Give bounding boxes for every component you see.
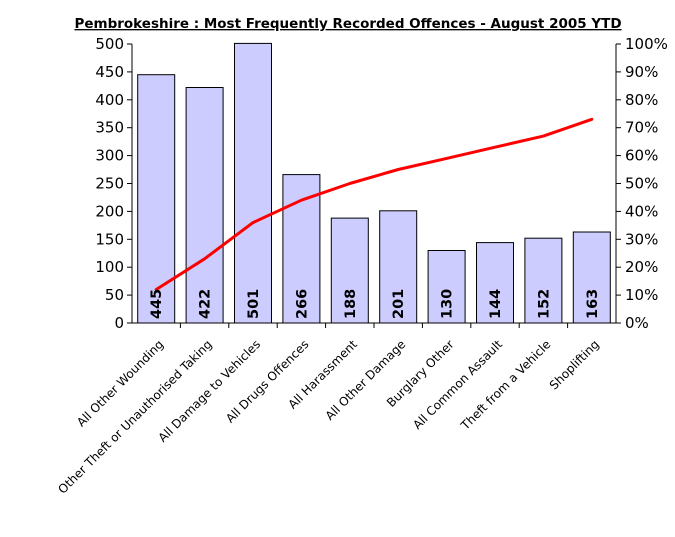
right-tick-10: 100% bbox=[625, 35, 668, 53]
right-tick-2: 20% bbox=[625, 258, 658, 276]
data-label-2: 422 bbox=[198, 289, 214, 319]
left-tick-0: 0 bbox=[114, 314, 124, 332]
bars-group bbox=[137, 42, 611, 324]
left-tick-3: 150 bbox=[95, 230, 124, 248]
bar-1 bbox=[137, 74, 176, 324]
right-axis-ticks: 0% 10% 20% 30% 40% 50% 60% 70% 80% 90% 100% bbox=[616, 35, 668, 332]
right-tick-3: 30% bbox=[625, 230, 658, 248]
data-label-4: 266 bbox=[294, 289, 310, 319]
data-label-7: 130 bbox=[440, 289, 456, 319]
data-label-6: 201 bbox=[391, 289, 407, 319]
bar-6 bbox=[379, 210, 418, 324]
left-tick-10: 500 bbox=[95, 35, 124, 53]
bar-7 bbox=[427, 250, 466, 324]
cumulative-line bbox=[154, 117, 594, 291]
bar-8 bbox=[476, 242, 514, 324]
data-label-8: 144 bbox=[488, 289, 504, 319]
bar-2 bbox=[185, 87, 224, 324]
left-tick-4: 200 bbox=[95, 202, 124, 220]
data-label-5: 188 bbox=[343, 289, 359, 319]
bar-10 bbox=[572, 231, 611, 324]
right-tick-6: 60% bbox=[625, 147, 658, 165]
bar-5 bbox=[330, 217, 369, 324]
left-tick-1: 50 bbox=[105, 286, 124, 304]
bar-3 bbox=[234, 42, 272, 324]
data-label-10: 163 bbox=[585, 289, 601, 319]
data-label-9: 152 bbox=[536, 289, 552, 319]
right-tick-1: 10% bbox=[625, 286, 658, 304]
right-tick-7: 70% bbox=[625, 119, 658, 137]
bar-9 bbox=[524, 237, 563, 324]
left-tick-6: 300 bbox=[95, 147, 124, 165]
right-tick-4: 40% bbox=[625, 202, 658, 220]
left-tick-5: 250 bbox=[95, 175, 124, 193]
left-tick-8: 400 bbox=[95, 91, 124, 109]
left-axis-ticks: 0 50 100 150 200 250 300 350 400 450 500 bbox=[95, 35, 132, 332]
data-label-3: 501 bbox=[246, 289, 262, 319]
right-tick-0: 0% bbox=[625, 314, 649, 332]
right-tick-8: 80% bbox=[625, 91, 658, 109]
right-tick-5: 50% bbox=[625, 175, 658, 193]
left-tick-9: 450 bbox=[95, 63, 124, 81]
data-labels: 445 422 501 266 188 201 130 144 152 163 bbox=[149, 289, 601, 319]
left-tick-7: 350 bbox=[95, 119, 124, 137]
chart-title: Pembrokeshire : Most Frequently Recorded… bbox=[74, 16, 621, 32]
right-tick-9: 90% bbox=[625, 63, 658, 81]
left-tick-2: 100 bbox=[95, 258, 124, 276]
data-label-1: 445 bbox=[149, 289, 165, 319]
